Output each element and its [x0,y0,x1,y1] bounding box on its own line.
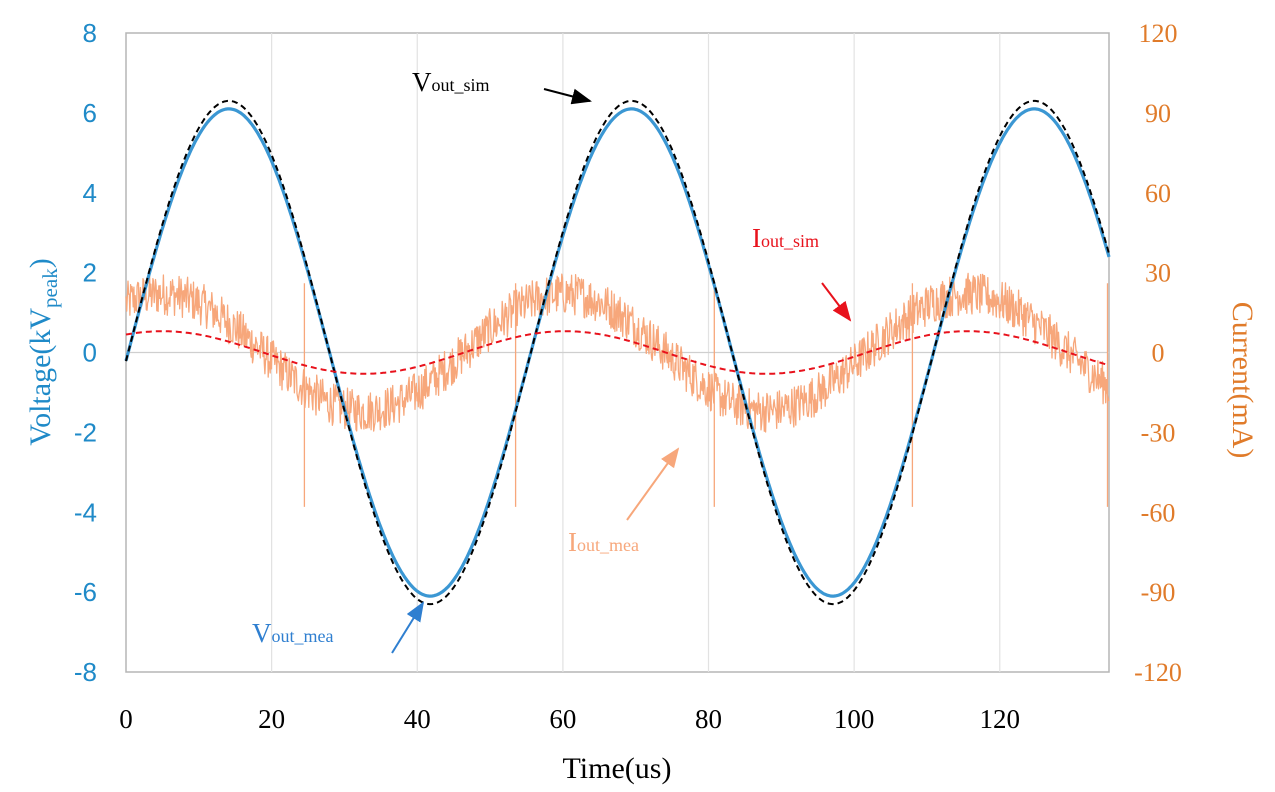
x-ticks: 0 20 40 60 80 100 120 [119,704,1020,734]
y-right-tick-label: 60 [1145,179,1171,208]
series-line-vout-mea [124,107,1111,598]
y-left-title-sub: peak [38,268,62,308]
x-axis-title: Time(us) [563,752,672,785]
x-tick-label: 20 [258,704,285,734]
y-left-tick-label: -6 [74,577,97,607]
y-right-tick-label: 0 [1152,339,1165,368]
annotation-iout-sim-arrow [821,282,852,322]
y-left-tick-label: 2 [83,258,97,288]
annotation-vout-mea: Vout_mea [252,601,425,654]
x-tick-label: 80 [695,704,722,734]
y-left-tick-label: 8 [83,18,97,48]
series-line-iout-sim [125,330,1110,375]
svg-text:Vout_sim: Vout_sim [412,67,490,97]
y-left-ticks: -8 -6 -4 -2 0 2 4 6 8 [74,18,97,687]
series-line-vout-sim [125,99,1110,606]
y-left-title-close: ) [24,258,57,268]
y-left-tick-label: 0 [83,338,97,368]
annotation-iout-mea-sub: out_mea [577,535,639,555]
y-right-tick-label: -60 [1141,498,1176,527]
annotation-vout-mea-arrow [391,601,425,654]
annotation-vout-mea-main: V [252,618,272,648]
y-right-ticks: -120 -90 -60 -30 0 30 60 90 120 [1134,19,1182,687]
y-left-title-main: Voltage(kV [24,308,57,446]
x-tick-label: 120 [980,704,1021,734]
annotation-vout-sim-sub: out_sim [432,75,490,95]
series-line-iout-mea [125,272,1110,507]
annotation-vout-sim-arrow [543,88,592,105]
y-left-tick-label: -4 [74,497,97,527]
y-right-tick-label: 120 [1139,19,1178,48]
svg-text:Iout_mea: Iout_mea [568,527,639,557]
svg-text:Iout_sim: Iout_sim [752,223,819,253]
y-right-tick-label: -90 [1141,578,1176,607]
y-left-tick-label: -2 [74,417,97,447]
annotation-iout-sim: Iout_sim [752,223,852,322]
annotation-vout-sim: Vout_sim [412,67,592,105]
x-tick-label: 60 [549,704,576,734]
series-layer [124,99,1111,606]
annotation-iout-mea-arrow [626,447,680,521]
y-left-tick-label: 6 [83,98,97,128]
x-tick-label: 0 [119,704,133,734]
y-right-tick-label: -30 [1141,418,1176,447]
y-left-tick-label: -8 [74,657,97,687]
y-right-tick-label: -120 [1134,658,1182,687]
annotation-iout-mea-main: I [568,527,577,557]
annotation-iout-sim-sub: out_sim [761,231,819,251]
annotation-iout-sim-main: I [752,223,761,253]
annotation-vout-mea-sub: out_mea [272,626,334,646]
annotation-vout-sim-main: V [412,67,432,97]
svg-text:Vout_mea: Vout_mea [252,618,333,648]
y-left-tick-label: 4 [83,178,97,208]
y-right-tick-label: 30 [1145,259,1171,288]
x-tick-label: 40 [404,704,431,734]
y-left-axis-title: Voltage(kVpeak) [24,258,62,445]
annotation-iout-mea: Iout_mea [568,447,680,557]
y-right-tick-label: 90 [1145,99,1171,128]
x-tick-label: 100 [834,704,875,734]
y-right-axis-title: Current(mA) [1226,302,1259,459]
